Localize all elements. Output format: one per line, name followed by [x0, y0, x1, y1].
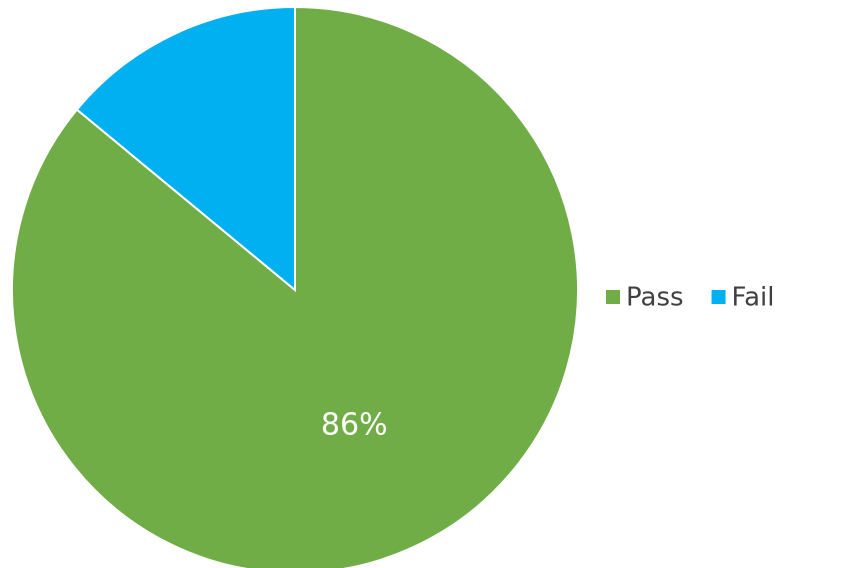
- legend-label: Pass: [626, 283, 684, 313]
- pie-slice: [75, 5, 296, 293]
- legend-swatch: [711, 290, 726, 304]
- legend-label: Fail: [732, 283, 775, 313]
- legend-swatch: [606, 290, 620, 304]
- data-label: 86%: [321, 407, 388, 442]
